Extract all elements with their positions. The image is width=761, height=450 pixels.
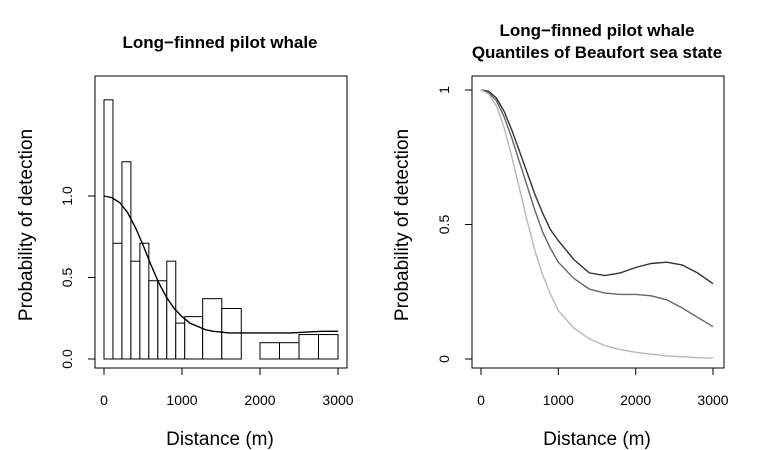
left-x-axis: 0 1000 2000 3000 <box>100 367 354 408</box>
histogram-bar-5 <box>148 280 159 360</box>
histogram-bar-15 <box>318 334 339 360</box>
histogram-bar-10 <box>202 298 223 360</box>
fitted-detection-curve <box>103 195 338 334</box>
left-chart-title: Long−finned pilot whale <box>122 33 317 52</box>
left-y-axis-label: Probability of detection <box>16 129 37 321</box>
histogram-bar-4 <box>139 242 150 360</box>
left-x-axis-label: Distance (m) <box>166 429 274 450</box>
quantile-curve-1 <box>480 89 714 328</box>
histogram-panel: Long−finned pilot whale 0 1000 2000 3000 0.… <box>16 33 354 450</box>
right-y-axis: 00.51 <box>436 86 473 363</box>
quantile-curves <box>480 89 714 359</box>
quantile-curve-2 <box>480 89 714 359</box>
histogram-bar-3 <box>130 260 141 360</box>
left-x-tick-label: 0 <box>100 392 108 408</box>
quantile-panel: Long−finned pilot whale Quantiles of Bea… <box>392 21 729 450</box>
histogram-bars <box>103 99 339 360</box>
right-x-tick-label: 3000 <box>697 392 728 408</box>
left-y-tick-label: 0.0 <box>59 349 75 369</box>
quantile-curve-0 <box>480 89 714 285</box>
histogram-bar-6 <box>157 280 168 360</box>
histogram-bar-1 <box>112 242 123 360</box>
right-x-tick-label: 0 <box>477 392 485 408</box>
left-x-tick-label: 3000 <box>322 392 353 408</box>
histogram-bar-9 <box>184 316 204 360</box>
right-chart-title: Long−finned pilot whale <box>499 21 694 40</box>
left-x-tick-label: 1000 <box>166 392 197 408</box>
right-y-axis-label: Probability of detection <box>392 129 413 321</box>
histogram-bar-14 <box>298 334 319 360</box>
right-y-tick-label: 0.5 <box>436 215 452 235</box>
left-x-tick-label: 2000 <box>244 392 275 408</box>
right-x-tick-label: 2000 <box>620 392 651 408</box>
right-x-axis-label: Distance (m) <box>543 429 651 450</box>
histogram-bar-11 <box>221 307 242 360</box>
histogram-bar-8 <box>175 322 186 360</box>
right-x-axis: 0 1000 2000 3000 <box>477 367 729 408</box>
histogram-bar-7 <box>166 260 177 360</box>
histogram-bar-0 <box>103 99 114 360</box>
right-y-tick-label: 1 <box>436 86 452 94</box>
left-y-axis: 0.0 0.5 1.0 <box>59 186 96 369</box>
right-y-tick-label: 0 <box>436 355 452 363</box>
left-y-tick-label: 1.0 <box>59 186 75 206</box>
histogram-bar-13 <box>279 342 300 360</box>
right-plot-frame <box>471 75 725 369</box>
right-chart-subtitle: Quantiles of Beaufort sea state <box>472 43 722 62</box>
histogram-bar-12 <box>259 342 280 360</box>
left-y-tick-label: 0.5 <box>59 268 75 288</box>
histogram-bar-2 <box>121 161 132 360</box>
right-x-tick-label: 1000 <box>543 392 574 408</box>
